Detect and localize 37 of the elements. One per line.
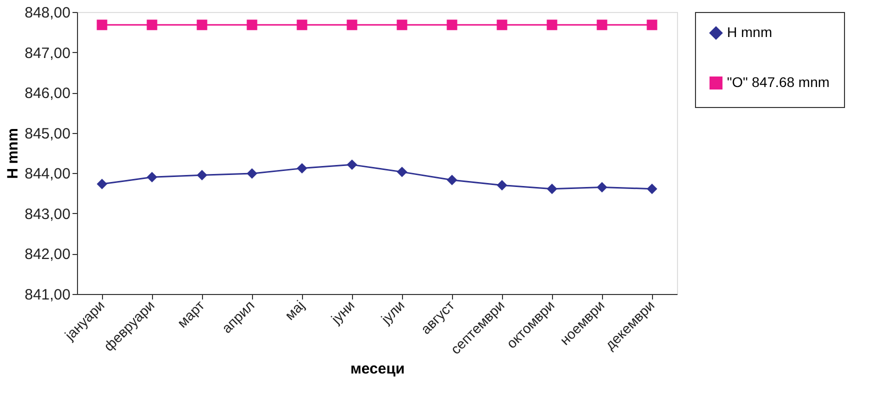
point: [646, 20, 658, 30]
point: [546, 184, 558, 194]
point: [96, 178, 108, 190]
point: [246, 168, 258, 179]
point: [546, 20, 558, 30]
y-tick-label: 841,00: [24, 286, 70, 304]
x-tick-label: мај: [282, 297, 308, 323]
x-axis-title: месеци: [350, 360, 405, 378]
legend-label: H mnm: [727, 24, 772, 40]
y-tick-label: 844,00: [24, 166, 70, 183]
point: [196, 20, 208, 30]
y-tick-label: 846,00: [24, 85, 70, 102]
point: [246, 20, 258, 30]
point: [296, 163, 308, 174]
point: [196, 170, 208, 180]
point: [496, 20, 508, 30]
point: [96, 20, 108, 30]
legend-label: "O" 847.68 mnm: [727, 74, 830, 90]
point: [296, 20, 308, 30]
y-axis-title: H mnm: [4, 128, 22, 179]
point: [446, 174, 458, 186]
y-tick-label: 842,00: [24, 246, 70, 264]
point: [146, 20, 158, 30]
point: [346, 159, 358, 170]
point: [446, 20, 458, 30]
point: [646, 184, 658, 194]
point: [146, 172, 158, 182]
point: [396, 20, 408, 30]
y-tick-label: 845,00: [24, 125, 70, 142]
point: [346, 20, 358, 30]
y-tick-label: 847,00: [24, 44, 70, 62]
point: [596, 20, 608, 30]
point: [496, 180, 508, 190]
y-tick-label: 843,00: [24, 206, 70, 223]
y-tick-label: 848,00: [24, 4, 70, 22]
point: [396, 166, 408, 178]
point: [596, 182, 608, 192]
